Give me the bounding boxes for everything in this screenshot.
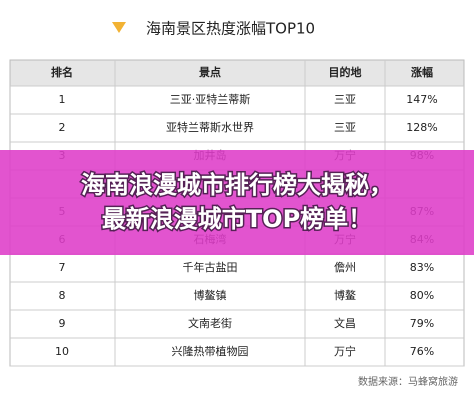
- cell: 1: [59, 93, 66, 106]
- cell: 三亚: [334, 121, 356, 134]
- cell: 三亚: [334, 93, 356, 106]
- source: 数据来源：马蜂窝旅游: [358, 375, 458, 388]
- title-icon: [112, 22, 126, 33]
- cell: 9: [59, 317, 66, 330]
- column-header: 目的地: [329, 65, 362, 79]
- column-header: 涨幅: [411, 65, 433, 79]
- column-header: 排名: [51, 65, 73, 79]
- cell: 10: [55, 345, 69, 358]
- cell: 文昌: [334, 316, 356, 330]
- cell: 亚特兰蒂斯水世界: [166, 120, 254, 134]
- cell: 千年古盐田: [183, 260, 238, 274]
- cell: 79%: [410, 317, 434, 330]
- banner-line: 海南浪漫城市排行榜大揭秘，: [81, 171, 393, 199]
- cell: 文南老街: [188, 316, 232, 330]
- banner-line: 最新浪漫城市TOP榜单！: [102, 205, 372, 233]
- cell: 76%: [410, 345, 434, 358]
- cell: 7: [59, 261, 66, 274]
- cell: 三亚·亚特兰蒂斯: [170, 92, 251, 106]
- cell: 博鳌: [334, 288, 356, 302]
- column-header: 景点: [198, 65, 221, 79]
- cell: 128%: [406, 121, 437, 134]
- cell: 博鳌镇: [194, 288, 227, 302]
- cell: 兴隆热带植物园: [172, 344, 249, 358]
- cell: 2: [59, 121, 66, 134]
- cell: 8: [59, 289, 66, 302]
- title: 海南景区热度涨幅TOP10: [146, 20, 315, 38]
- table-header-bg: [10, 60, 464, 86]
- cell: 83%: [410, 261, 434, 274]
- banner-bg: [0, 150, 474, 255]
- cell: 147%: [406, 93, 437, 106]
- cell: 儋州: [334, 261, 356, 274]
- cell: 80%: [410, 289, 434, 302]
- cell: 万宁: [334, 344, 356, 358]
